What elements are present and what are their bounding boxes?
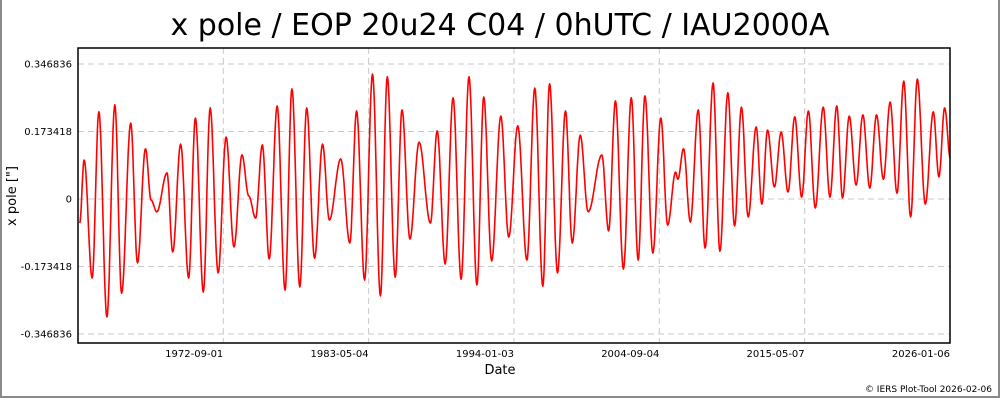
y-tick-label: 0.173418 — [24, 127, 72, 138]
y-tick-label: -0.346836 — [21, 329, 72, 340]
grid — [78, 48, 951, 343]
y-tick-label: -0.173418 — [21, 262, 72, 273]
series-line-x-pole — [78, 73, 951, 318]
x-tick-label: 1994-01-03 — [456, 349, 514, 360]
x-tick-label: 2015-05-07 — [747, 349, 805, 360]
x-axis-label: Date — [484, 363, 515, 378]
x-axis-ticks: 1972-09-01 1983-05-04 1994-01-03 2004-09-04… — [165, 349, 950, 360]
y-axis-ticks: 0.346836 0.173418 0 -0.173418 -0.346836 — [21, 60, 72, 341]
y-tick-label: 0.346836 — [24, 60, 72, 71]
x-tick-label: 2004-09-04 — [601, 349, 659, 360]
x-tick-label: 2026-01-06 — [892, 349, 950, 360]
footer-credit: © IERS Plot-Tool 2026-02-06 — [865, 385, 992, 395]
x-tick-label: 1972-09-01 — [165, 349, 223, 360]
plot-area-border — [77, 47, 951, 344]
x-tick-label: 1983-05-04 — [311, 349, 369, 360]
y-axis-label: x pole ["] — [5, 166, 20, 226]
y-tick-label: 0 — [66, 195, 72, 206]
chart-title: x pole / EOP 20u24 C04 / 0hUTC / IAU2000… — [170, 8, 829, 43]
